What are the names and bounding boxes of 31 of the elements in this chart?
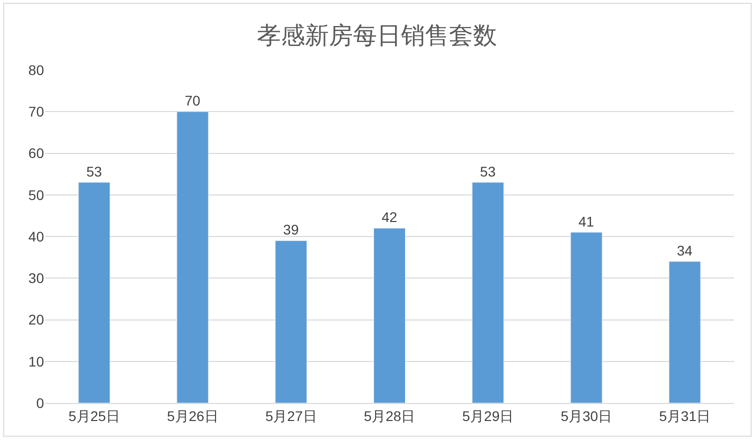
y-tick-label: 70 [28, 104, 44, 120]
y-tick-label: 60 [28, 145, 44, 162]
y-tick-label: 30 [28, 270, 44, 286]
x-tick-label: 5月27日 [265, 408, 317, 424]
x-tick-label: 5月30日 [560, 408, 612, 424]
bar [668, 261, 701, 403]
x-tick-label: 5月26日 [166, 408, 218, 424]
y-tick-label: 10 [28, 353, 44, 370]
x-tick-label: 5月28日 [364, 408, 416, 424]
chart-title: 孝感新房每日销售套数 [257, 22, 497, 50]
data-label: 39 [283, 222, 299, 238]
y-tick-label: 80 [28, 62, 44, 78]
data-label: 41 [578, 213, 594, 230]
data-label: 53 [86, 163, 102, 180]
y-tick-label: 20 [28, 312, 44, 328]
bar [374, 228, 406, 403]
y-tick-label: 50 [28, 186, 44, 203]
y-tick-label: 40 [28, 228, 44, 244]
data-label: 42 [382, 209, 398, 226]
bar [570, 232, 602, 403]
x-tick-label: 5月31日 [659, 408, 710, 424]
data-label: 70 [184, 92, 201, 109]
x-tick-label: 5月25日 [68, 408, 120, 424]
bar [78, 182, 110, 403]
data-label: 34 [676, 242, 693, 258]
bar [176, 111, 209, 403]
data-label: 53 [480, 163, 496, 180]
y-tick-label: 0 [36, 394, 44, 411]
x-tick-label: 5月29日 [462, 408, 514, 424]
bar [275, 240, 308, 403]
bar [472, 182, 504, 403]
